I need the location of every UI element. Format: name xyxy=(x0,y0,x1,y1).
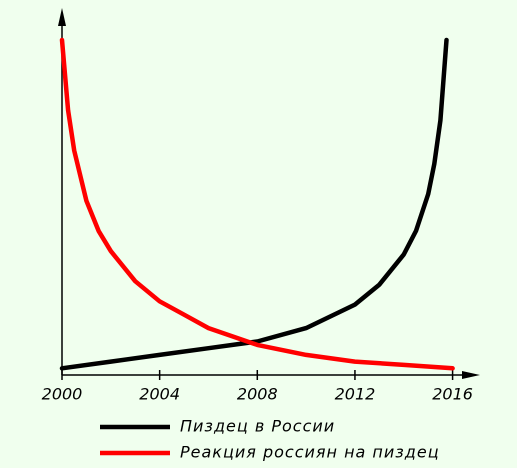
series-line xyxy=(59,37,455,371)
x-tick-label: 2008 xyxy=(237,385,278,404)
series-line xyxy=(59,37,449,371)
x-tick-label: 2000 xyxy=(42,385,83,404)
x-tick-label: 2004 xyxy=(139,385,180,404)
x-axis-arrow xyxy=(462,371,480,379)
x-tick-label: 2012 xyxy=(335,385,376,404)
x-tick-label: 2016 xyxy=(432,385,473,404)
legend-label: Пиздец в России xyxy=(180,417,335,436)
legend-label: Реакция россиян на пиздец xyxy=(180,443,440,462)
y-axis-arrow xyxy=(58,8,66,26)
